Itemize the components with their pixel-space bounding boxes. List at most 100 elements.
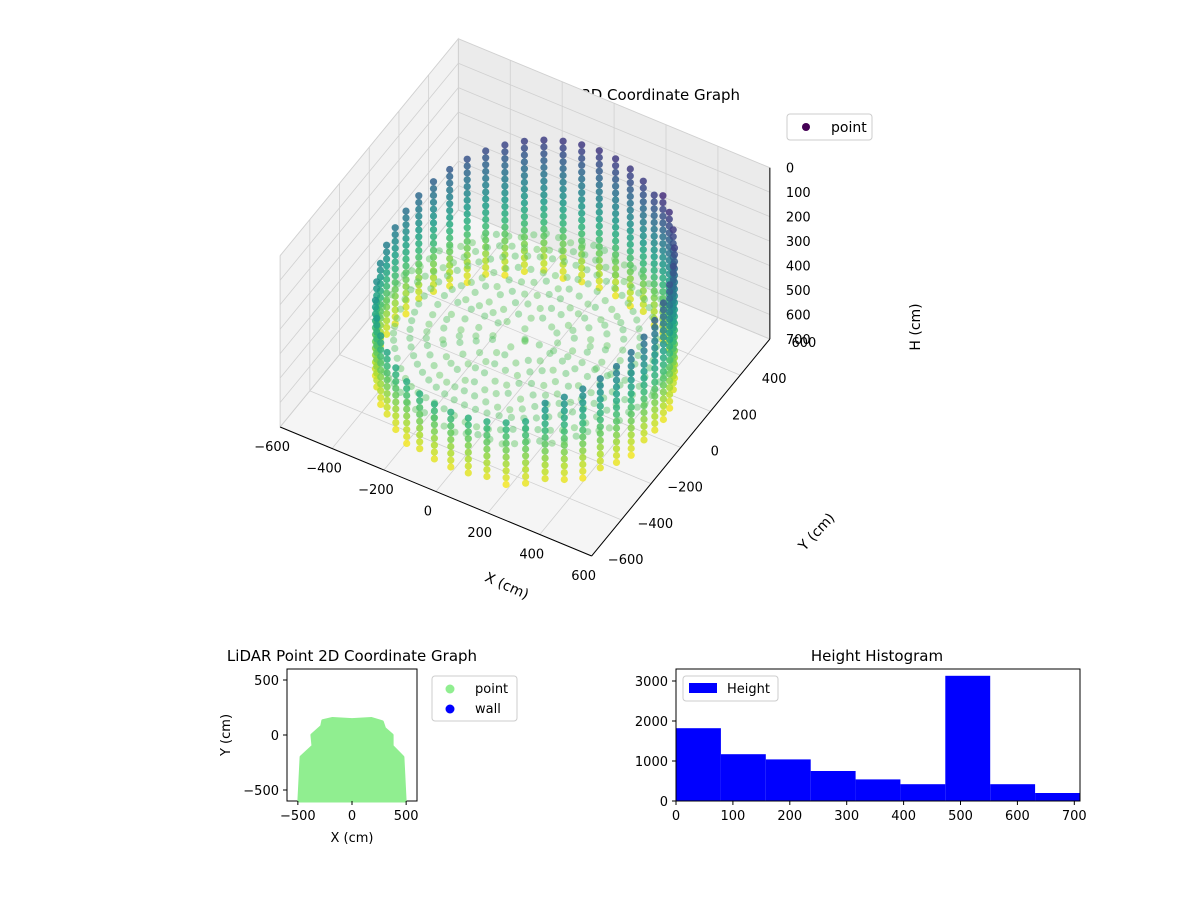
point-3d [651, 406, 659, 414]
point-3d [650, 198, 658, 206]
point-3d [526, 368, 534, 376]
point-3d [602, 263, 610, 271]
point-3d [510, 440, 519, 448]
point-3d [464, 435, 472, 443]
point-3d [383, 255, 391, 263]
point-3d [470, 378, 478, 386]
point-3d [578, 161, 586, 169]
point-3d [517, 278, 526, 286]
point-3d [447, 408, 455, 416]
point-3d [522, 479, 530, 487]
point-3d [578, 244, 586, 252]
point-3d [407, 343, 415, 351]
grid-left-h [279, 160, 459, 379]
point-3d [592, 364, 601, 373]
point-3d [541, 475, 549, 483]
point-3d [639, 218, 647, 226]
point-3d [446, 186, 454, 194]
point-3d [383, 241, 391, 249]
point-3d [440, 340, 448, 348]
point-3d [651, 385, 659, 393]
point-3d [520, 233, 529, 241]
grid-left-h [279, 185, 459, 403]
point-3d [559, 158, 567, 166]
point-3d [436, 371, 444, 379]
point-3d [612, 203, 620, 211]
point-3d [520, 226, 529, 234]
point-3d [560, 462, 568, 470]
point-3d [508, 287, 516, 295]
point-3d [612, 182, 620, 190]
point-3d [612, 369, 621, 377]
tick-3d-z: 100 [786, 186, 811, 201]
point-3d [659, 313, 668, 321]
point-3d [429, 311, 437, 319]
point-3d [578, 175, 586, 183]
point-3d [659, 395, 668, 403]
point-3d [413, 278, 422, 286]
point-3d [666, 363, 674, 371]
point-3d [459, 350, 467, 358]
point-3d [501, 251, 509, 259]
point-3d [666, 315, 674, 323]
point-3d [446, 255, 454, 263]
point-3d [578, 154, 586, 163]
point-3d [560, 455, 568, 463]
point-3d [440, 422, 448, 430]
point-3d [559, 185, 567, 193]
point-3d [578, 359, 586, 367]
point-3d [601, 321, 609, 329]
point-3d [416, 404, 424, 412]
point-3d [504, 389, 512, 397]
point-3d [446, 243, 454, 251]
point-3d [650, 212, 658, 220]
point-3d [579, 433, 587, 441]
point-3d [627, 438, 635, 446]
point-3d [403, 412, 411, 420]
point-3d [522, 452, 530, 460]
point-3d [429, 280, 438, 289]
point-3d [402, 207, 410, 215]
point-3d [522, 438, 530, 446]
point-3d [635, 325, 643, 333]
point-3d [416, 445, 424, 453]
point-3d [595, 249, 603, 257]
point-3d [583, 266, 591, 274]
point-3d [522, 459, 530, 467]
point-3d [639, 266, 647, 274]
point-3d [578, 196, 586, 204]
point-3d [446, 234, 454, 242]
point-3d [447, 422, 455, 430]
point-3d [520, 267, 529, 276]
histogram-bar [855, 779, 901, 801]
point-3d [402, 296, 410, 304]
point-3d [391, 320, 399, 328]
point-3d [415, 274, 423, 282]
point-3d [530, 231, 538, 239]
point-3d [651, 351, 659, 359]
point-3d [447, 415, 455, 423]
point-3d [383, 310, 391, 318]
grid-left-h [279, 62, 459, 281]
point-3d [500, 305, 508, 313]
point-3d [669, 233, 677, 241]
point-3d [587, 336, 595, 344]
point-3d [595, 277, 603, 285]
point-area-2d [297, 717, 407, 803]
point-3d [532, 414, 541, 422]
point-3d [612, 410, 621, 418]
point-3d [482, 229, 490, 237]
point-3d [383, 390, 391, 398]
point-3d [559, 233, 567, 241]
grid-left-h [279, 209, 459, 428]
point-3d [659, 354, 668, 362]
point-3d [536, 437, 544, 445]
point-3d [527, 379, 536, 388]
point-3d [665, 215, 673, 223]
point-3d [502, 419, 510, 427]
point-3d [648, 391, 656, 400]
point-3d [611, 255, 619, 263]
point-3d [626, 179, 634, 187]
histogram-bar [765, 759, 811, 801]
point-3d [373, 278, 381, 286]
